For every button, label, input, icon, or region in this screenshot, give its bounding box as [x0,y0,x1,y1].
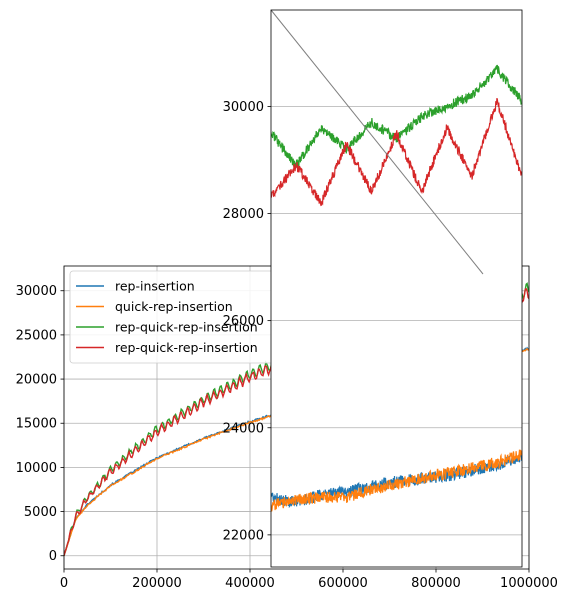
main-y-tick-label: 30000 [16,284,57,299]
inset-y-tick-label: 22000 [223,528,264,543]
legend: rep-insertion quick-rep-insertion rep-quic… [69,270,276,364]
inset-series-group [271,64,522,512]
inset-y-tick-label: 24000 [223,421,264,436]
inset-plot: 22000 24000 26000 28000 30000 [223,9,523,568]
main-x-tick-label: 400000 [225,576,275,591]
inset-connector-line [270,9,484,275]
main-x-tick-label: 1000000 [500,576,558,591]
inset-y-tick-label: 30000 [223,100,264,115]
main-x-tick-label: 800000 [411,576,461,591]
inset-series-line-quick-rep-insertion [271,449,522,512]
inset-series-line-rep-quick-rep-insertion [271,64,522,168]
legend-label: rep-insertion [115,279,195,294]
main-x-tick-label: 600000 [318,576,368,591]
main-y-tick-label: 25000 [16,328,57,343]
inset-y-tick-label: 26000 [223,314,264,329]
main-y-tick-label: 15000 [16,417,57,432]
main-y-tick-label: 10000 [16,461,57,476]
inset-axes-frame [270,9,523,568]
main-x-tick-label: 0 [60,576,68,591]
main-y-tick-label: 0 [49,549,57,564]
legend-label: rep-quick-rep-insertion [115,320,258,335]
main-x-tick-label: 200000 [132,576,182,591]
legend-label: quick-rep-insertion [115,299,233,314]
inset-series-line-rep-quick-rep-insertion [271,97,522,207]
inset-y-tick-label: 28000 [223,207,264,222]
main-y-tick-label: 5000 [24,505,57,520]
main-y-tick-label: 20000 [16,373,57,388]
legend-label: rep-quick-rep-insertion [115,340,258,355]
